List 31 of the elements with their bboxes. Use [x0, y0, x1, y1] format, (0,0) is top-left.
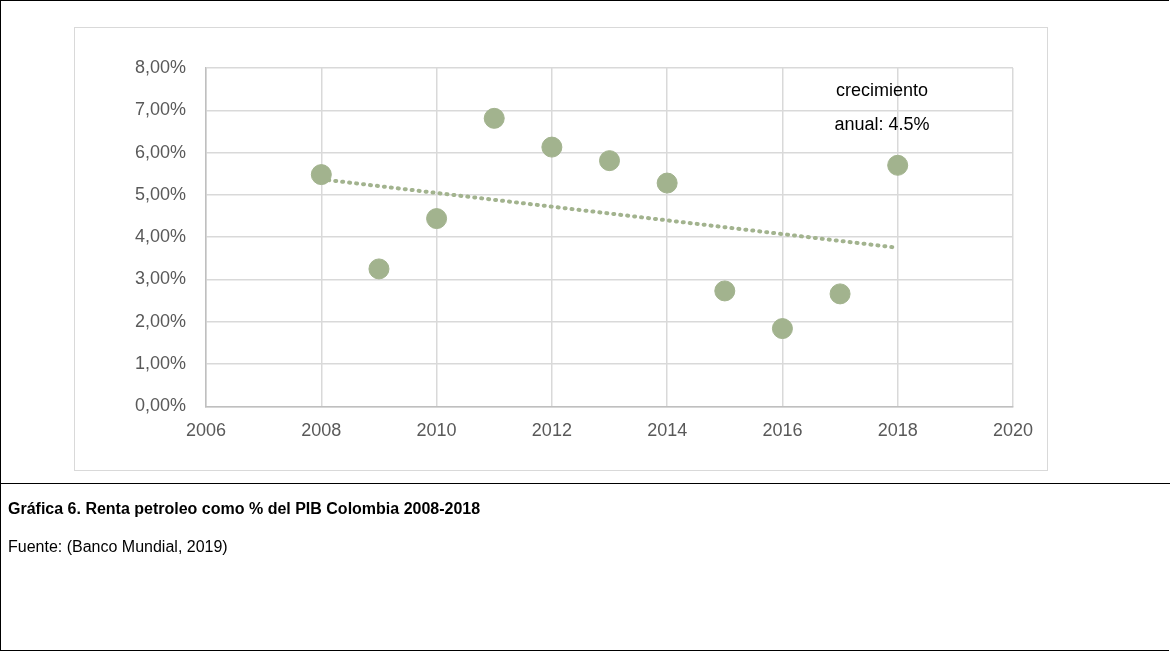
point — [483, 107, 505, 129]
x-tick-label: 2020 — [992, 420, 1033, 441]
y-tick-label: 2,00% — [134, 310, 187, 331]
y-tick-label: 0,00% — [134, 395, 187, 416]
point — [310, 164, 332, 186]
x-tick-label: 2018 — [877, 420, 918, 441]
point — [368, 258, 390, 280]
annotation: crecimiento anual: 4.5% — [833, 79, 931, 136]
y-tick-label: 4,00% — [134, 226, 187, 247]
x-tick-label: 2016 — [762, 420, 803, 441]
point — [656, 172, 678, 194]
point — [714, 280, 736, 302]
text: Gráfica 6. Renta petroleo como % del PIB Colombia 2008-2018 — [8, 500, 481, 518]
source-note: Fuente: (Banco Mundial, 2019) — [8, 538, 228, 556]
y-tick-label: 3,00% — [134, 268, 187, 289]
y-tick-label: 7,00% — [134, 99, 187, 120]
x-tick-label: 2012 — [531, 420, 572, 441]
point — [829, 283, 851, 305]
y-tick-label: 6,00% — [134, 141, 187, 162]
x-tick-label: 2014 — [647, 420, 688, 441]
y-tick-label: 8,00% — [134, 56, 187, 77]
point — [887, 154, 909, 176]
y-tick-label: 5,00% — [134, 183, 187, 204]
y-tick-label: 1,00% — [134, 353, 187, 374]
x-tick-label: 2010 — [416, 420, 457, 441]
x-tick-label: 2006 — [186, 420, 227, 441]
point — [426, 208, 448, 230]
x-tick-label: 2008 — [301, 420, 342, 441]
point — [599, 150, 621, 172]
point — [771, 318, 793, 340]
point — [541, 136, 563, 158]
